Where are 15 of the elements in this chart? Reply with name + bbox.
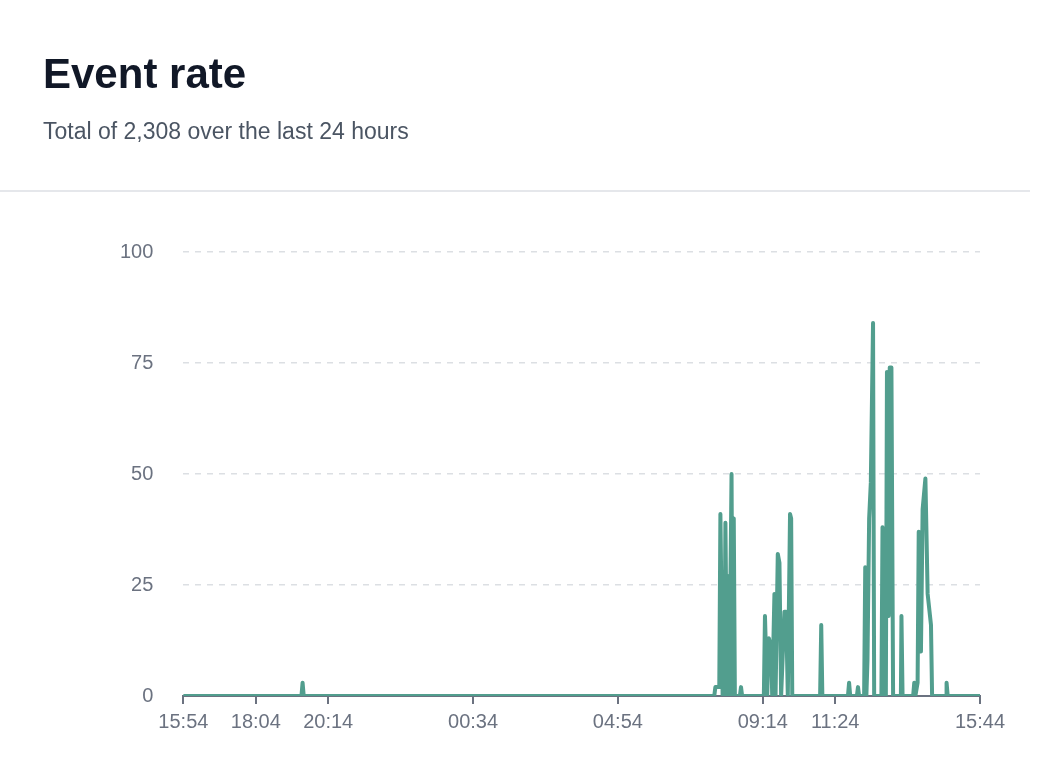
x-tick-label: 18:04 <box>230 709 281 732</box>
y-tick-label: 100 <box>119 239 154 262</box>
chart-subtitle: Total of 2,308 over the last 24 hours <box>43 118 409 145</box>
y-tick-label: 0 <box>142 683 154 706</box>
x-tick-label: 15:44 <box>954 709 1006 732</box>
x-tick-label: 09:14 <box>737 709 788 732</box>
x-tick-label: 04:54 <box>592 709 643 732</box>
x-tick-label: 20:14 <box>303 709 354 732</box>
x-tick-label: 15:54 <box>158 709 209 732</box>
y-tick-label: 50 <box>131 461 154 484</box>
y-tick-label: 25 <box>131 572 154 595</box>
chart-title: Event rate <box>43 50 247 98</box>
y-tick-label: 75 <box>131 350 154 373</box>
x-tick-label: 11:24 <box>810 709 860 732</box>
x-tick-label: 00:34 <box>448 709 499 732</box>
